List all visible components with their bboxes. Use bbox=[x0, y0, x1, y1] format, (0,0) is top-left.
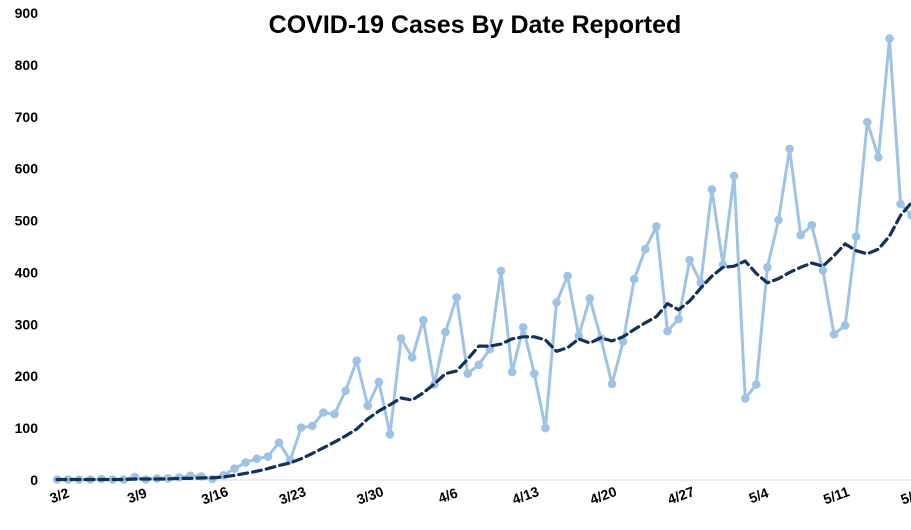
data-point bbox=[330, 409, 339, 419]
y-tick-label: 800 bbox=[15, 57, 39, 73]
data-point bbox=[818, 266, 828, 275]
y-tick-label: 200 bbox=[15, 368, 39, 384]
data-point bbox=[718, 260, 728, 270]
data-point bbox=[319, 408, 328, 417]
x-tick-label: 3/2 bbox=[47, 484, 71, 506]
x-tick-label: 4/13 bbox=[510, 483, 541, 507]
data-point bbox=[607, 379, 617, 389]
data-point bbox=[230, 464, 239, 473]
x-tick-label: 3/23 bbox=[277, 483, 308, 507]
data-point bbox=[885, 34, 894, 43]
data-point bbox=[685, 255, 694, 265]
data-point bbox=[840, 321, 850, 330]
y-tick-label: 700 bbox=[15, 109, 39, 125]
data-point bbox=[441, 327, 450, 337]
data-point bbox=[652, 222, 661, 231]
y-axis: 0 100 200 300 400 500 600 700 800 900 bbox=[15, 5, 39, 488]
data-point bbox=[552, 298, 561, 307]
data-point bbox=[585, 294, 595, 303]
data-point bbox=[774, 215, 783, 225]
data-point bbox=[807, 220, 817, 230]
y-tick-label: 300 bbox=[15, 316, 39, 332]
x-tick-label: 5/11 bbox=[821, 483, 852, 507]
y-tick-label: 0 bbox=[30, 472, 38, 488]
data-point bbox=[507, 367, 517, 377]
data-point bbox=[874, 153, 883, 162]
data-point bbox=[63, 475, 73, 484]
data-point bbox=[352, 356, 362, 366]
daily-cases-line bbox=[55, 36, 911, 481]
data-point bbox=[829, 329, 839, 339]
data-point bbox=[707, 185, 717, 194]
data-point bbox=[274, 438, 284, 447]
data-point bbox=[618, 337, 628, 346]
data-point bbox=[907, 211, 911, 220]
data-point bbox=[241, 458, 250, 467]
y-tick-label: 900 bbox=[15, 5, 39, 21]
data-point bbox=[263, 452, 273, 461]
data-point bbox=[574, 331, 583, 341]
data-point bbox=[252, 454, 262, 464]
data-point bbox=[663, 326, 672, 336]
y-tick-label: 100 bbox=[15, 420, 39, 436]
data-point bbox=[385, 430, 395, 439]
x-tick-label: 4/6 bbox=[436, 484, 460, 506]
x-tick-label: 5/18 bbox=[898, 483, 911, 507]
moving-average-line bbox=[55, 198, 911, 482]
data-point bbox=[740, 394, 750, 403]
x-tick-label: 3/9 bbox=[125, 484, 149, 506]
data-point bbox=[641, 244, 650, 254]
data-point bbox=[863, 117, 872, 127]
data-point bbox=[363, 401, 373, 411]
data-point bbox=[308, 421, 317, 431]
data-point bbox=[341, 386, 350, 396]
data-point bbox=[396, 334, 406, 343]
data-point bbox=[463, 369, 473, 378]
data-point bbox=[796, 230, 805, 240]
data-point bbox=[563, 271, 572, 281]
y-tick-label: 400 bbox=[15, 264, 39, 280]
data-point bbox=[674, 314, 683, 324]
data-point bbox=[452, 293, 461, 302]
data-point bbox=[851, 232, 861, 241]
x-tick-label: 4/20 bbox=[588, 483, 619, 507]
data-point bbox=[407, 353, 417, 362]
y-tick-label: 500 bbox=[15, 213, 39, 229]
data-point bbox=[374, 377, 384, 387]
data-point bbox=[896, 199, 905, 209]
x-axis: 3/2 3/9 3/16 3/23 3/30 4/6 4/13 4/20 4/27 5/4 5/11… bbox=[47, 483, 911, 507]
plot-area bbox=[52, 34, 911, 484]
data-point bbox=[629, 274, 639, 284]
data-point bbox=[474, 360, 484, 370]
y-tick-label: 600 bbox=[15, 161, 39, 177]
data-point bbox=[496, 266, 506, 276]
chart-title: COVID-19 Cases By Date Reported bbox=[269, 11, 682, 39]
data-point bbox=[518, 323, 528, 332]
data-point bbox=[419, 315, 428, 325]
data-point bbox=[729, 171, 739, 181]
data-point bbox=[763, 263, 772, 272]
data-point bbox=[541, 423, 550, 433]
x-tick-label: 5/4 bbox=[747, 484, 771, 506]
data-point bbox=[785, 144, 794, 154]
data-point bbox=[296, 423, 306, 432]
data-point bbox=[530, 369, 539, 378]
data-point bbox=[752, 380, 761, 389]
x-tick-label: 4/27 bbox=[665, 483, 696, 507]
x-tick-label: 3/30 bbox=[355, 483, 386, 507]
x-tick-label: 3/16 bbox=[199, 483, 230, 507]
